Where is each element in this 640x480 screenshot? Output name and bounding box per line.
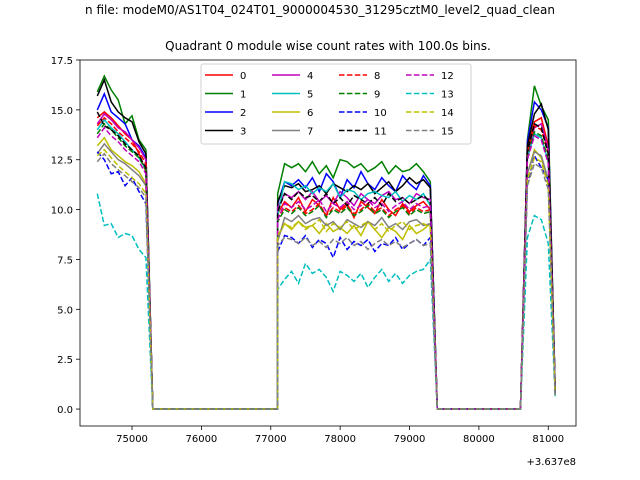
legend-label: 11 xyxy=(374,127,387,138)
series-line-15 xyxy=(96,152,556,410)
legend-label: 1 xyxy=(240,90,246,101)
series-line-5 xyxy=(96,118,556,410)
legend-label: 10 xyxy=(374,108,387,119)
series-line-4 xyxy=(96,112,556,410)
axes-frame xyxy=(79,59,577,427)
x-tick-label: 80000 xyxy=(463,434,495,445)
y-tick-label: 5.0 xyxy=(57,305,73,316)
series-line-6 xyxy=(96,136,556,410)
x-tick-label: 81000 xyxy=(532,434,564,445)
x-offset-label: +3.637e8 xyxy=(526,457,576,468)
x-tick-label: 75000 xyxy=(116,434,148,445)
y-tick-label: 15.0 xyxy=(51,106,73,117)
series-line-12 xyxy=(96,126,556,410)
series-line-8 xyxy=(96,116,556,410)
x-axis: 75000 76000 77000 78000 79000 80000 81000 xyxy=(116,426,564,445)
chart-title: Quadrant 0 module wise count rates with … xyxy=(165,39,491,53)
series-line-14 xyxy=(96,148,556,410)
legend-label: 9 xyxy=(374,90,380,101)
x-tick-label: 78000 xyxy=(324,434,356,445)
legend-label: 8 xyxy=(374,71,380,82)
legend-label: 6 xyxy=(307,108,313,119)
x-tick-label: 77000 xyxy=(255,434,287,445)
legend-box xyxy=(200,63,472,145)
legend-label: 12 xyxy=(441,71,454,82)
y-tick-label: 12.5 xyxy=(51,156,73,167)
plot-lines xyxy=(96,74,556,410)
series-line-10 xyxy=(96,151,556,410)
legend-label: 4 xyxy=(307,71,313,82)
legend-label: 7 xyxy=(307,127,313,138)
y-tick-label: 10.0 xyxy=(51,206,73,217)
legend-label: 15 xyxy=(441,127,454,138)
legend-label: 0 xyxy=(240,71,246,82)
legend-label: 3 xyxy=(240,127,246,138)
x-tick-label: 79000 xyxy=(394,434,426,445)
series-line-0 xyxy=(96,110,556,410)
series-line-11 xyxy=(96,111,556,410)
legend-label: 2 xyxy=(240,108,246,119)
y-tick-label: 7.5 xyxy=(57,255,73,266)
y-tick-label: 0.0 xyxy=(57,405,73,416)
figure-suptitle: n file: modeM0/AS1T04_024T01_9000004530_… xyxy=(85,3,555,17)
y-tick-label: 2.5 xyxy=(57,355,73,366)
legend-label: 5 xyxy=(307,90,313,101)
y-tick-label: 17.5 xyxy=(51,56,73,67)
legend-label: 14 xyxy=(441,108,454,119)
y-axis: 0.0 2.5 5.0 7.5 10.0 12.5 15.0 17.5 xyxy=(51,56,80,416)
legend-label: 13 xyxy=(441,90,454,101)
x-tick-label: 76000 xyxy=(185,434,217,445)
